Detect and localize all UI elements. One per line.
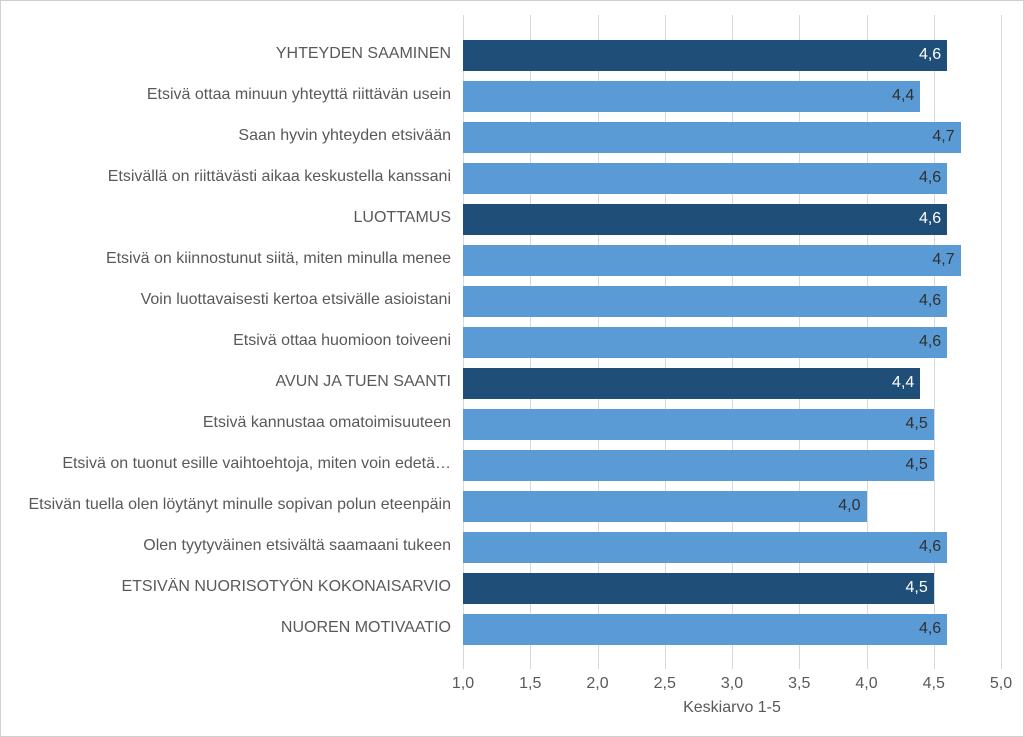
value-label: 4,6	[919, 538, 941, 556]
x-tick-label: 1,5	[519, 675, 541, 693]
value-label: 4,6	[919, 620, 941, 638]
x-tick-label: 3,0	[721, 675, 743, 693]
y-axis-label: LUOTTAMUS	[9, 209, 451, 227]
y-axis-label: Etsivällä on riittävästi aikaa keskustel…	[9, 168, 451, 186]
bar	[463, 286, 947, 317]
y-axis-label: Etsivän tuella olen löytänyt minulle sop…	[9, 496, 451, 514]
bar-emphasis	[463, 204, 947, 235]
bar	[463, 163, 947, 194]
y-axis-label: YHTEYDEN SAAMINEN	[9, 45, 451, 63]
value-label: 4,5	[906, 415, 928, 433]
y-axis-label: Etsivä ottaa huomioon toiveeni	[9, 332, 451, 350]
x-tick-label: 1,0	[452, 675, 474, 693]
x-tick-label: 3,5	[788, 675, 810, 693]
value-label: 4,7	[932, 128, 954, 146]
y-axis-label: Olen tyytyväinen etsivältä saamaani tuke…	[9, 537, 451, 555]
x-tick-label: 2,0	[586, 675, 608, 693]
bar-emphasis	[463, 40, 947, 71]
y-axis-label: ETSIVÄN NUORISOTYÖN KOKONAISARVIO	[9, 578, 451, 596]
grid-line	[1001, 15, 1002, 669]
x-tick-label: 5,0	[990, 675, 1012, 693]
y-axis-label: Voin luottavaisesti kertoa etsivälle asi…	[9, 291, 451, 309]
bar	[463, 409, 934, 440]
y-axis-label: AVUN JA TUEN SAANTI	[9, 373, 451, 391]
y-axis-label: Etsivä ottaa minuun yhteyttä riittävän u…	[9, 86, 451, 104]
y-axis-label: NUOREN MOTIVAATIO	[9, 619, 451, 637]
chart-container: 4,6 4,4 4,7 4,6 4,6 4,7 4,6 4,6 4,4 4,5 4,5 4,0 4,6 4…	[0, 0, 1024, 737]
bar	[463, 532, 947, 563]
x-axis-title: Keskiarvo 1-5	[683, 699, 781, 717]
bar	[463, 245, 961, 276]
x-tick-label: 2,5	[654, 675, 676, 693]
y-axis-label: Etsivä on tuonut esille vaihtoehtoja, mi…	[9, 455, 451, 473]
bar	[463, 327, 947, 358]
value-label: 4,7	[932, 251, 954, 269]
value-label: 4,4	[892, 374, 914, 392]
x-tick-label: 4,0	[855, 675, 877, 693]
value-label: 4,6	[919, 333, 941, 351]
value-label: 4,6	[919, 46, 941, 64]
value-label: 4,6	[919, 210, 941, 228]
bar-emphasis	[463, 573, 934, 604]
x-tick-label: 4,5	[923, 675, 945, 693]
value-label: 4,6	[919, 169, 941, 187]
bar	[463, 450, 934, 481]
value-label: 4,6	[919, 292, 941, 310]
value-label: 4,4	[892, 87, 914, 105]
y-axis-label: Etsivä on kiinnostunut siitä, miten minu…	[9, 250, 451, 268]
value-label: 4,5	[906, 579, 928, 597]
bar	[463, 614, 947, 645]
value-label: 4,0	[838, 497, 860, 515]
y-axis-label: Saan hyvin yhteyden etsivään	[9, 127, 451, 145]
bar-emphasis	[463, 368, 920, 399]
plot-area: 4,6 4,4 4,7 4,6 4,6 4,7 4,6 4,6 4,4 4,5 4,5 4,0 4,6 4…	[463, 15, 1001, 669]
bar	[463, 122, 961, 153]
bar	[463, 491, 867, 522]
value-label: 4,5	[906, 456, 928, 474]
bar	[463, 81, 920, 112]
y-axis-label: Etsivä kannustaa omatoimisuuteen	[9, 414, 451, 432]
